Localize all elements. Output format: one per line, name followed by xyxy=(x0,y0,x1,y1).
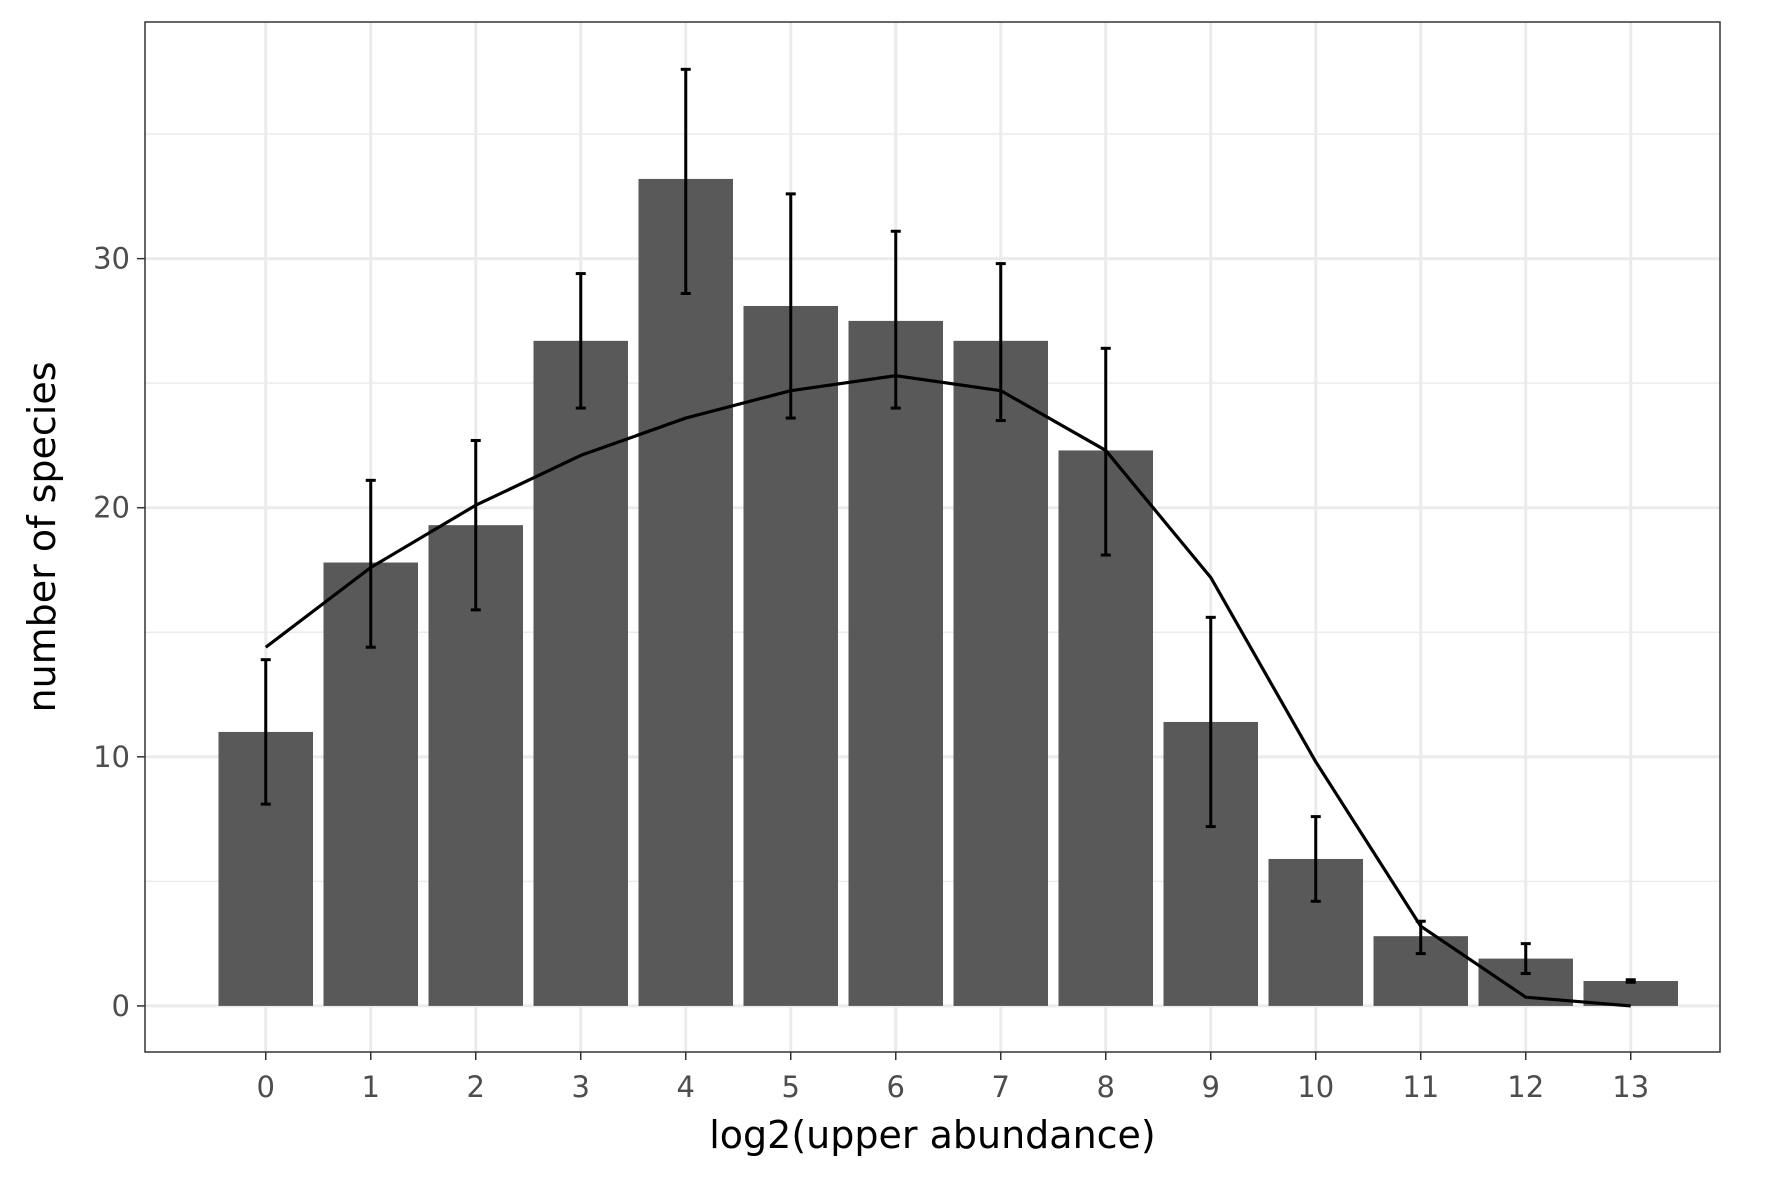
error-bar-10 xyxy=(1310,815,1321,903)
x-tick-label: 12 xyxy=(1507,1070,1544,1104)
error-bar-3 xyxy=(575,272,586,410)
y-tick-label: 0 xyxy=(112,989,130,1023)
y-axis-title: number of species xyxy=(20,361,64,712)
bar-7 xyxy=(953,340,1048,1006)
x-tick-label: 11 xyxy=(1402,1070,1439,1104)
bar-5 xyxy=(743,305,838,1006)
error-bar-4 xyxy=(680,67,691,296)
line-series xyxy=(264,374,1631,1008)
x-tick-label: 7 xyxy=(992,1070,1010,1104)
bars xyxy=(218,178,1678,1006)
error-bar-2 xyxy=(470,438,481,612)
error-bar-5 xyxy=(785,192,796,420)
x-tick-label: 0 xyxy=(257,1070,275,1104)
x-tick-label: 3 xyxy=(572,1070,590,1104)
error-bar-9 xyxy=(1205,615,1216,829)
x-tick-label: 9 xyxy=(1202,1070,1220,1104)
error-bar-13 xyxy=(1625,978,1636,984)
x-tick-label: 5 xyxy=(782,1070,800,1104)
x-tick-label: 2 xyxy=(467,1070,485,1104)
error-bar-12 xyxy=(1520,942,1531,976)
panel-border xyxy=(144,21,1721,1053)
x-tick-label: 13 xyxy=(1612,1070,1649,1104)
x-tick-label: 6 xyxy=(887,1070,905,1104)
error-bar-0 xyxy=(260,658,271,806)
error-bar-7 xyxy=(995,262,1006,423)
bar-3 xyxy=(533,340,628,1006)
x-tick-label: 8 xyxy=(1097,1070,1115,1104)
x-tick-label: 10 xyxy=(1297,1070,1334,1104)
bar-6 xyxy=(848,320,943,1006)
y-tick-label: 10 xyxy=(93,740,130,774)
y-tick-label: 30 xyxy=(93,242,130,276)
x-tick-label: 1 xyxy=(362,1070,380,1104)
error-bar-1 xyxy=(365,478,376,649)
y-tick-label: 20 xyxy=(93,491,130,525)
x-tick-label: 4 xyxy=(677,1070,695,1104)
error-bars xyxy=(260,67,1636,984)
fitted-line xyxy=(264,374,1631,1008)
error-bar-6 xyxy=(890,229,901,410)
x-axis-title: log2(upper abundance) xyxy=(709,1113,1156,1157)
bar-4 xyxy=(638,178,733,1006)
